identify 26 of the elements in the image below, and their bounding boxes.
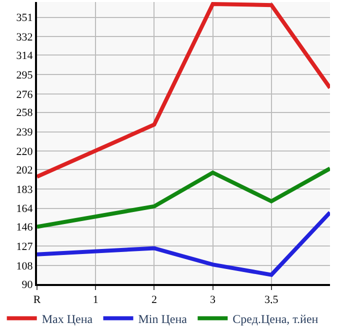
- legend-label: Min Цена: [138, 312, 188, 326]
- y-tick-label: 351: [16, 12, 33, 24]
- x-tick-label: 2: [151, 294, 157, 306]
- y-tick-label: 108: [16, 260, 34, 272]
- y-tick-label: 314: [16, 50, 34, 62]
- x-tick-label: 3,5: [264, 294, 279, 306]
- y-tick-label: 239: [16, 126, 34, 139]
- y-tick-label: 295: [16, 69, 34, 82]
- x-tick-label: 3: [210, 294, 216, 306]
- y-tick-label: 202: [16, 164, 33, 176]
- y-tick-label: 164: [16, 203, 34, 216]
- legend-label: Max Цена: [42, 312, 94, 326]
- x-tick-label: 1: [92, 294, 98, 306]
- legend-label: Сред.Цена, т.йен: [232, 312, 319, 326]
- y-tick-label: 258: [16, 107, 34, 120]
- y-tick-label: 220: [16, 146, 34, 158]
- line-series: [37, 166, 330, 229]
- y-tick-label: 276: [16, 88, 34, 101]
- y-tick-label: 127: [16, 241, 34, 254]
- y-tick-label: 183: [16, 184, 34, 196]
- line-series: [37, 210, 330, 277]
- y-tick-label: 332: [16, 32, 33, 44]
- x-tick-label: R: [33, 294, 42, 306]
- line-series: [37, 2, 330, 179]
- y-tick-label: 146: [16, 222, 34, 234]
- y-tick-label: 90: [22, 278, 34, 291]
